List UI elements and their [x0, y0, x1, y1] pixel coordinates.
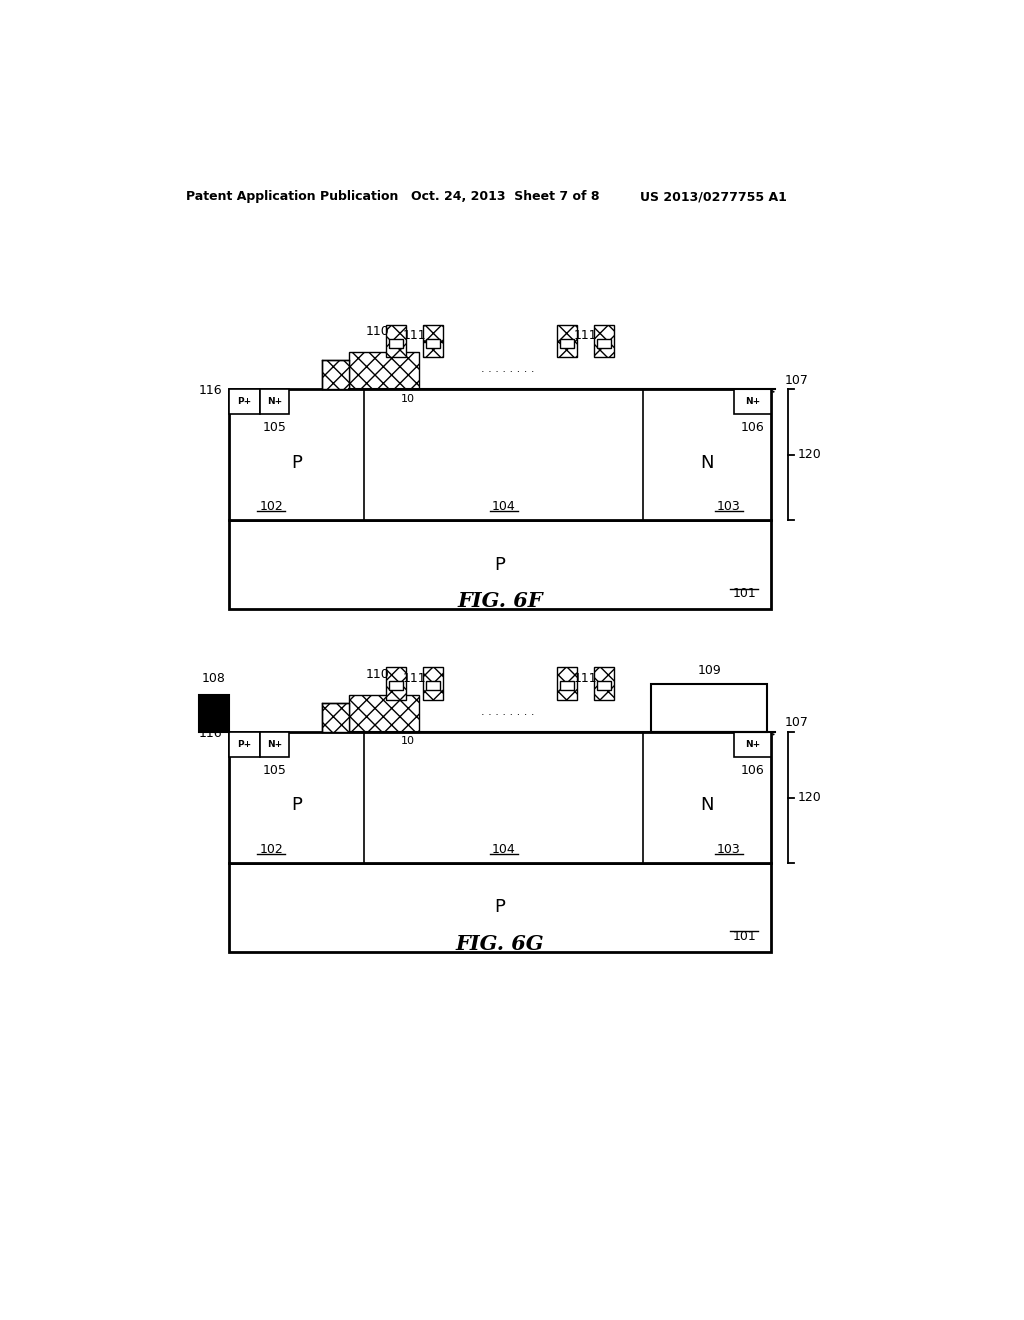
Text: 111: 111 — [573, 672, 597, 685]
Bar — [651, 684, 767, 733]
Text: 106: 106 — [740, 421, 765, 434]
Bar — [322, 702, 349, 733]
Text: 108: 108 — [202, 672, 226, 685]
Bar — [386, 668, 407, 700]
Bar — [423, 668, 443, 700]
Bar — [386, 325, 407, 358]
Text: 120: 120 — [798, 791, 821, 804]
Text: 105: 105 — [262, 421, 287, 434]
Text: P: P — [291, 796, 302, 814]
Bar — [594, 668, 614, 700]
Text: N+: N+ — [745, 741, 760, 748]
Text: . . . . . . . .: . . . . . . . . — [481, 708, 535, 717]
Text: 120: 120 — [798, 449, 821, 462]
Bar — [423, 325, 443, 358]
Text: P: P — [291, 454, 302, 471]
Text: 10: 10 — [400, 737, 415, 746]
Text: 116: 116 — [199, 384, 222, 397]
Bar — [597, 681, 611, 690]
Bar — [734, 389, 771, 414]
Text: N+: N+ — [745, 397, 760, 407]
Bar — [389, 339, 403, 348]
Bar — [734, 733, 771, 756]
Text: 102: 102 — [259, 842, 284, 855]
Bar — [594, 325, 614, 358]
Bar — [228, 520, 771, 609]
Bar — [557, 668, 577, 700]
Bar — [349, 352, 419, 389]
Text: 101: 101 — [732, 929, 756, 942]
Text: 104: 104 — [492, 500, 516, 513]
Bar — [228, 389, 260, 414]
Bar — [322, 360, 349, 389]
Text: P+: P+ — [238, 397, 251, 407]
Text: P+: P+ — [238, 741, 251, 748]
Bar — [228, 733, 260, 756]
Text: 106: 106 — [740, 764, 765, 777]
Bar — [260, 389, 289, 414]
Bar — [597, 339, 611, 348]
Text: P: P — [495, 556, 506, 574]
Text: Patent Application Publication: Patent Application Publication — [186, 190, 398, 203]
Text: N+: N+ — [267, 741, 282, 748]
Text: . . . . . . . .: . . . . . . . . — [481, 364, 535, 375]
Bar — [349, 696, 419, 733]
Text: 103: 103 — [717, 500, 740, 513]
Bar — [560, 681, 573, 690]
Bar — [389, 681, 403, 690]
Bar — [560, 339, 573, 348]
Text: 102: 102 — [259, 500, 284, 513]
Text: 101: 101 — [732, 587, 756, 601]
Bar — [228, 863, 771, 952]
Text: 111: 111 — [402, 329, 427, 342]
Text: N: N — [700, 454, 714, 471]
Text: 109: 109 — [697, 664, 721, 677]
Bar — [426, 681, 440, 690]
Text: FIG. 6F: FIG. 6F — [457, 591, 543, 611]
Text: 107: 107 — [784, 374, 808, 387]
Bar — [260, 733, 289, 756]
Text: 107: 107 — [784, 717, 808, 730]
Text: 110: 110 — [366, 668, 389, 681]
Bar — [228, 733, 771, 863]
Text: 104: 104 — [492, 842, 516, 855]
Text: P: P — [495, 898, 506, 916]
Text: N: N — [700, 796, 714, 814]
Text: Oct. 24, 2013  Sheet 7 of 8: Oct. 24, 2013 Sheet 7 of 8 — [411, 190, 599, 203]
Text: 116: 116 — [199, 727, 222, 741]
Bar — [426, 339, 440, 348]
Bar — [557, 325, 577, 358]
Bar — [228, 389, 771, 520]
Text: 105: 105 — [262, 764, 287, 777]
Text: 111: 111 — [402, 672, 427, 685]
Text: FIG. 6G: FIG. 6G — [456, 933, 545, 954]
Text: N+: N+ — [267, 397, 282, 407]
Text: 110: 110 — [366, 325, 389, 338]
Text: 103: 103 — [717, 842, 740, 855]
Bar — [200, 696, 228, 733]
Text: US 2013/0277755 A1: US 2013/0277755 A1 — [640, 190, 786, 203]
Text: 10: 10 — [400, 393, 415, 404]
Text: 111: 111 — [573, 329, 597, 342]
